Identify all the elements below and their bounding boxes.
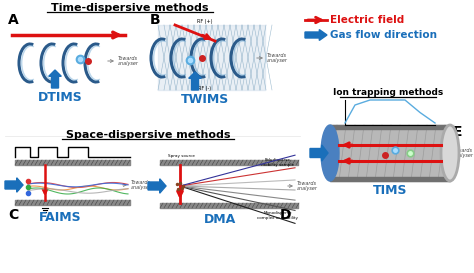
FancyArrow shape (148, 179, 166, 193)
Text: TIMS: TIMS (373, 184, 407, 197)
Text: DTIMS: DTIMS (37, 91, 82, 104)
Text: Towards
analyser: Towards analyser (453, 148, 474, 158)
Text: Towards
analyser: Towards analyser (118, 56, 139, 66)
Text: RF (+): RF (+) (197, 19, 213, 24)
Text: Spray source: Spray source (168, 154, 194, 158)
Text: Towards
analyser: Towards analyser (131, 180, 152, 190)
FancyArrow shape (305, 29, 327, 40)
Text: A: A (8, 13, 19, 27)
Text: Towards
analyser: Towards analyser (297, 181, 318, 191)
Text: Time-dispersive methods: Time-dispersive methods (51, 3, 209, 13)
FancyArrow shape (5, 178, 23, 192)
Text: Monodisperse
complex or mobility: Monodisperse complex or mobility (257, 211, 299, 219)
FancyArrow shape (310, 145, 328, 161)
Text: Electric field: Electric field (330, 15, 404, 25)
Text: Polydisperse
mobility sample: Polydisperse mobility sample (262, 158, 294, 167)
Text: Ion trapping methods: Ion trapping methods (333, 88, 443, 97)
Text: DMA: DMA (204, 213, 236, 226)
Text: D: D (280, 208, 292, 222)
Ellipse shape (441, 125, 459, 181)
Text: RF (-): RF (-) (199, 86, 211, 91)
Text: Towards
analyser: Towards analyser (267, 53, 288, 63)
Text: C: C (8, 208, 18, 222)
Text: Space-dispersive methods: Space-dispersive methods (66, 130, 230, 140)
FancyArrow shape (189, 72, 201, 90)
FancyArrow shape (49, 70, 61, 88)
Text: B: B (150, 13, 161, 27)
Ellipse shape (321, 125, 339, 181)
Text: TWIMS: TWIMS (181, 93, 229, 106)
Text: FAIMS: FAIMS (39, 211, 82, 224)
Bar (330, 125, 450, 181)
Text: E: E (453, 125, 463, 139)
Text: Gas flow direction: Gas flow direction (330, 30, 437, 40)
